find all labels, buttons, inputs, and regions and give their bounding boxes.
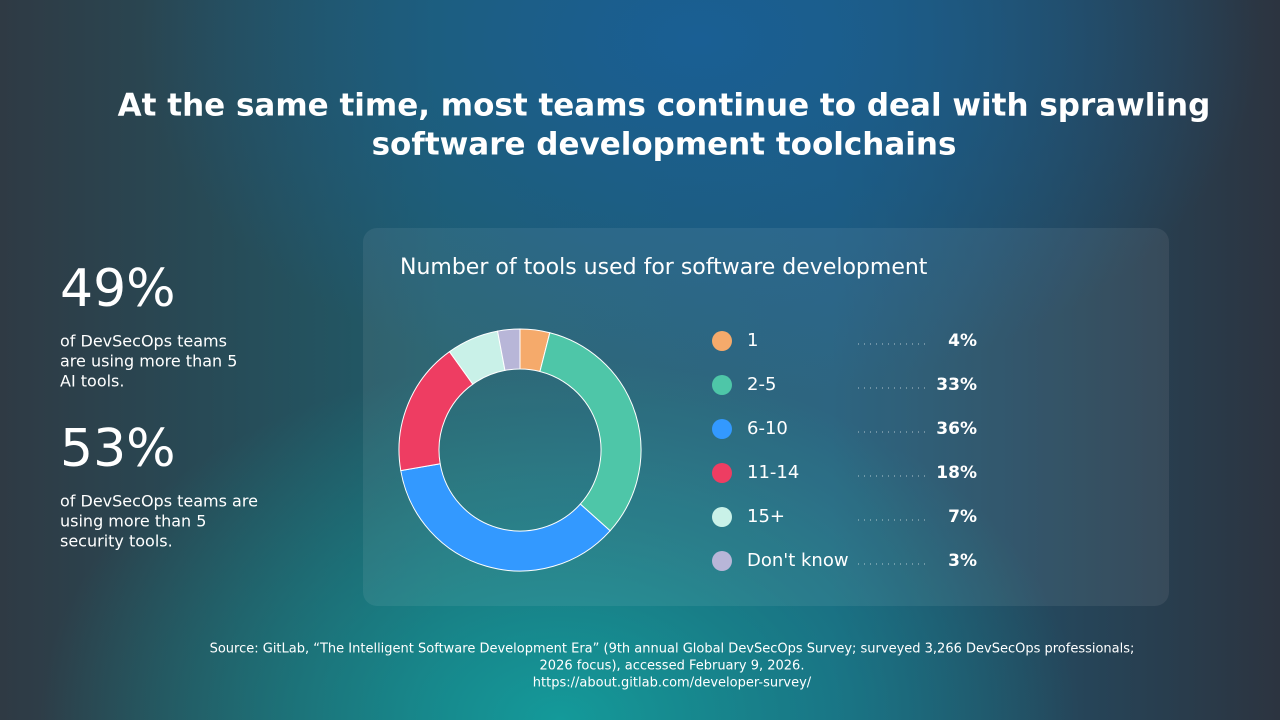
source: 2026 focus), accessed February 9, 2026.: [540, 659, 805, 674]
legend-swatch: [712, 507, 732, 527]
stat-value: 49%: [60, 259, 176, 319]
stat-text: AI tools.: [60, 372, 124, 391]
source: https://about.gitlab.com/developer-surve…: [533, 676, 812, 691]
chart-panel: [363, 228, 1169, 606]
legend-swatch: [712, 331, 732, 351]
stat-value: 53%: [60, 419, 176, 479]
legend-swatch: [712, 375, 732, 395]
legend-swatch: [712, 419, 732, 439]
stat-text: of DevSecOps teams are: [60, 492, 258, 511]
donut-slice: [400, 463, 611, 572]
legend-label: 15+: [747, 506, 785, 527]
value-label: 33%: [936, 375, 977, 395]
value-label: 3%: [948, 551, 977, 571]
chart-title: Number of tools used for software develo…: [400, 255, 928, 280]
legend-swatch: [712, 463, 732, 483]
slide-title: At the same time, most teams continue to…: [118, 88, 1211, 124]
value-label: 4%: [948, 331, 977, 351]
stat-text: of DevSecOps teams: [60, 332, 227, 351]
legend-label: 1: [747, 330, 758, 351]
value-label: 36%: [936, 419, 977, 439]
value-label: 7%: [948, 507, 977, 527]
source: Source: GitLab, “The Intelligent Softwar…: [210, 642, 1135, 657]
stat-text: security tools.: [60, 532, 173, 551]
slide-title: software development toolchains: [372, 127, 957, 163]
legend-label: 6-10: [747, 418, 788, 439]
legend-label: Don't know: [747, 550, 849, 571]
donut-slice: [496, 328, 521, 371]
stat-text: using more than 5: [60, 512, 206, 531]
legend-label: 2-5: [747, 374, 776, 395]
stat-text: are using more than 5: [60, 352, 237, 371]
legend-label: 11-14: [747, 462, 799, 483]
value-label: 18%: [936, 463, 977, 483]
donut-slice: [539, 332, 642, 532]
legend-swatch: [712, 551, 732, 571]
